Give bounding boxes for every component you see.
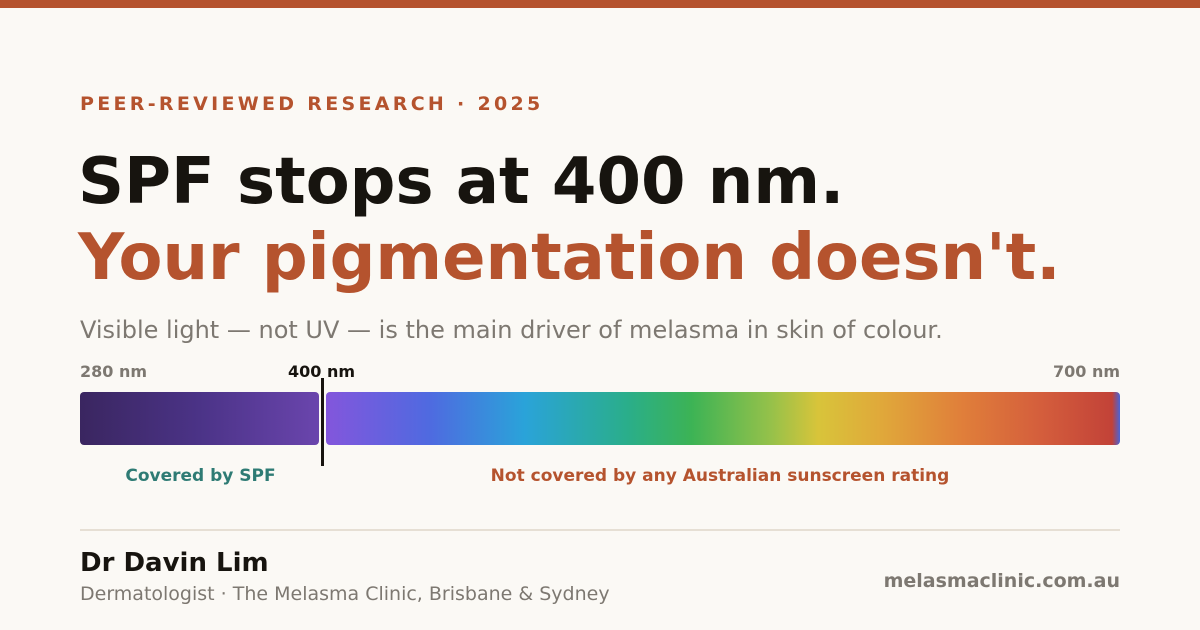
divider bbox=[80, 529, 1120, 531]
uv-band bbox=[80, 392, 319, 445]
visible-band bbox=[326, 392, 1120, 445]
caption: Not covered by any Australian sunscreen … bbox=[490, 466, 950, 486]
headline: SPF stops at 400 nm. bbox=[78, 145, 845, 219]
author-role: Dermatologist · The Melasma Clinic, Bris… bbox=[80, 583, 610, 605]
headline-accent: Your pigmentation doesn't. bbox=[78, 221, 1061, 295]
site-url: melasmaclinic.com.au bbox=[883, 570, 1120, 592]
eyebrow: PEER-REVIEWED RESEARCH · 2025 bbox=[80, 93, 544, 115]
caption: Covered by SPF bbox=[125, 466, 276, 486]
spectrum-label: 400 nm bbox=[288, 362, 356, 381]
subtitle: Visible light — not UV — is the main dri… bbox=[80, 316, 943, 344]
marker-line bbox=[321, 378, 324, 466]
spectrum-label: 280 nm bbox=[80, 362, 148, 381]
top-bar bbox=[0, 0, 1200, 8]
author-name: Dr Davin Lim bbox=[80, 548, 269, 578]
spectrum-label: 700 nm bbox=[1052, 362, 1120, 381]
